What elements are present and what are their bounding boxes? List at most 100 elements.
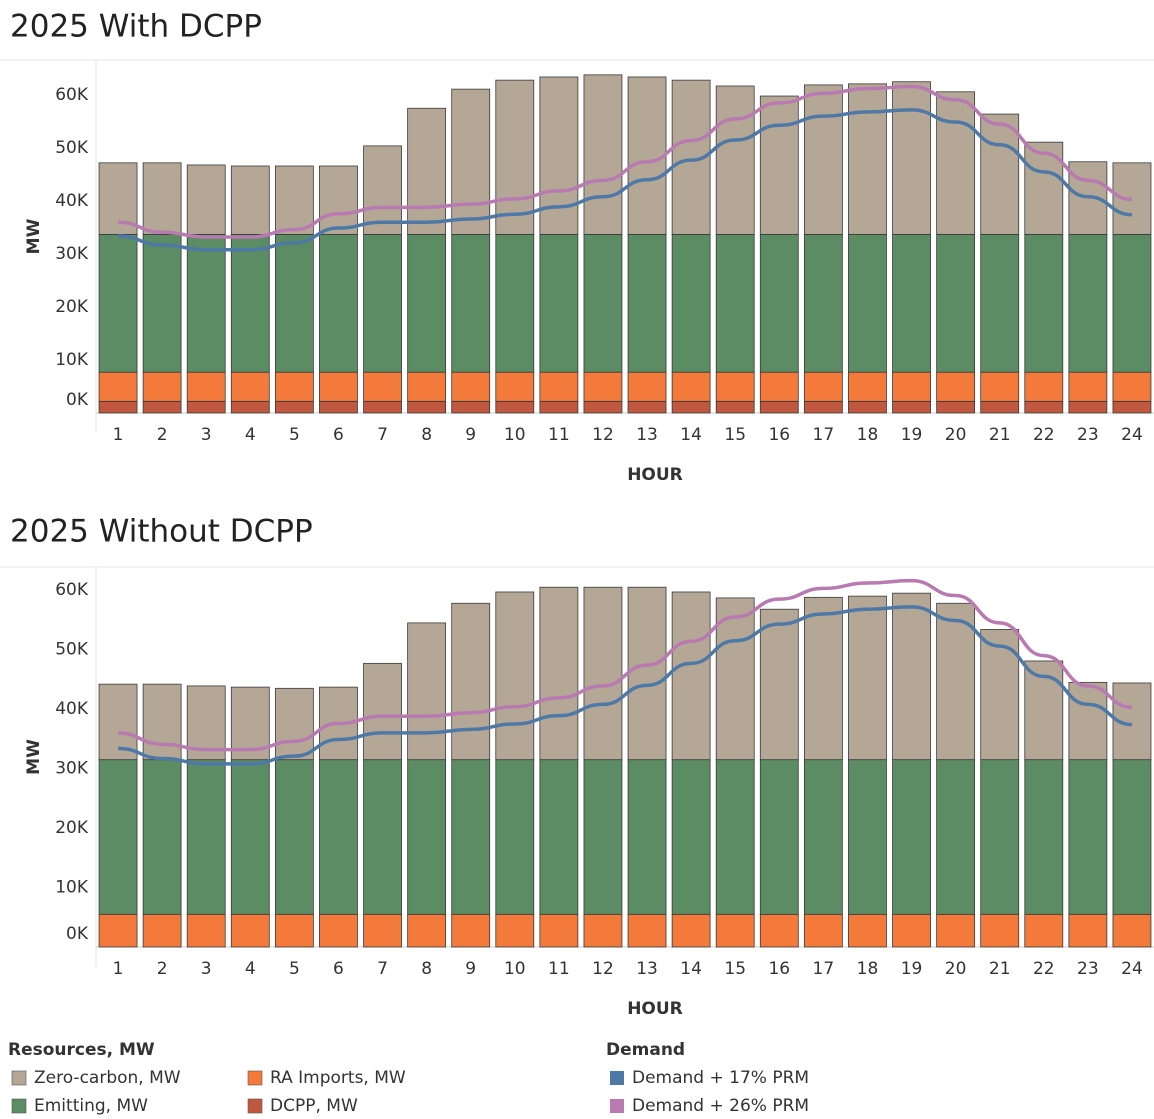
- bar-segment: [848, 371, 887, 402]
- bar-segment: [495, 591, 535, 761]
- bar-segment: [363, 400, 402, 414]
- bar-segment: [186, 233, 226, 373]
- demand-line: [118, 605, 1133, 766]
- legend: Resources, MW Demand Zero-carbon, MW Emitti…: [8, 1040, 809, 1116]
- x-tick-label: 22: [1033, 959, 1055, 979]
- bar-segment: [319, 400, 358, 414]
- x-tick-label: 21: [989, 959, 1011, 979]
- bar-segment: [319, 233, 358, 373]
- bar-segment: [1024, 400, 1064, 414]
- bar-segment: [803, 913, 843, 948]
- y-tick-label: 30K: [55, 759, 89, 779]
- bar-segment: [803, 400, 843, 414]
- bar-segment: [759, 371, 799, 402]
- bar-segment: [363, 145, 402, 235]
- bar-segment: [759, 913, 799, 948]
- bar-segment: [1112, 233, 1152, 373]
- bar-segment: [142, 759, 182, 915]
- bar-segment: [936, 400, 976, 414]
- bar-segment: [230, 233, 270, 373]
- x-tick-label: 15: [724, 959, 746, 979]
- bar-segment: [627, 913, 667, 948]
- bar-segment: [936, 91, 976, 235]
- y-tick-label: 60K: [55, 85, 89, 105]
- demand-line: [117, 578, 1133, 752]
- x-tick-label: 6: [333, 959, 344, 979]
- bar-segment: [407, 107, 447, 235]
- y-tick-label: 60K: [55, 580, 89, 600]
- bar-segment: [142, 683, 182, 761]
- x-tick-label: 8: [421, 425, 432, 445]
- x-tick-label: 10: [504, 959, 526, 979]
- legend-title: Resources, MW: [8, 1040, 155, 1060]
- x-tick-label: 13: [636, 959, 658, 979]
- bar-segment: [495, 759, 535, 915]
- bar-segment: [274, 165, 314, 235]
- bar-segment: [319, 165, 358, 235]
- x-tick-label: 11: [548, 959, 570, 979]
- bar-segment: [495, 371, 535, 402]
- bar-segment: [407, 622, 447, 761]
- bar-segment: [980, 371, 1020, 402]
- bar-segment: [274, 913, 314, 948]
- x-axis-title: HOUR: [627, 465, 683, 485]
- x-tick-label: 18: [857, 959, 879, 979]
- y-axis-title: MW: [24, 739, 44, 775]
- x-tick-label: 13: [636, 425, 658, 445]
- bar-segment: [848, 759, 887, 915]
- bar-segment: [671, 233, 711, 373]
- legend-label: DCPP, MW: [270, 1096, 358, 1116]
- bar-segment: [936, 913, 976, 948]
- bar-segment: [759, 400, 799, 414]
- bar-segment: [1024, 913, 1064, 948]
- x-tick-label: 24: [1121, 959, 1143, 979]
- bar-segment: [936, 759, 976, 915]
- x-tick-label: 8: [421, 959, 432, 979]
- bar-segment: [980, 759, 1020, 915]
- bar-segment: [715, 371, 755, 402]
- y-tick-label: 10K: [55, 878, 89, 898]
- bar-segment: [803, 233, 843, 373]
- x-tick-label: 7: [377, 425, 388, 445]
- bar-segment: [980, 913, 1020, 948]
- x-tick-label: 23: [1077, 959, 1099, 979]
- demand-line: [118, 108, 1133, 252]
- bar-segment: [142, 162, 182, 235]
- bar-segment: [627, 371, 667, 402]
- bar-segment: [319, 759, 358, 915]
- bar-segment: [230, 759, 270, 915]
- bar-segment: [583, 233, 623, 373]
- y-tick-label: 20K: [55, 297, 89, 317]
- bar-segment: [583, 913, 623, 948]
- bar-segment: [671, 591, 711, 761]
- bar-segment: [98, 233, 138, 373]
- x-tick-label: 19: [901, 425, 923, 445]
- x-axis-title: HOUR: [627, 999, 683, 1019]
- legend-label: Emitting, MW: [34, 1096, 148, 1116]
- legend-swatch: [11, 1098, 27, 1114]
- bar-segment: [936, 371, 976, 402]
- bar-segment: [627, 76, 667, 235]
- legend-label: Zero-carbon, MW: [34, 1068, 181, 1088]
- x-tick-label: 10: [504, 425, 526, 445]
- bar-segment: [1112, 759, 1152, 915]
- x-tick-label: 12: [592, 425, 614, 445]
- y-tick-label: 30K: [55, 244, 89, 264]
- x-tick-label: 19: [901, 959, 923, 979]
- bar-segment: [407, 913, 447, 948]
- bar-segment: [1024, 759, 1064, 915]
- bar-segment: [1068, 759, 1108, 915]
- y-tick-label: 20K: [55, 818, 89, 838]
- x-tick-label: 3: [201, 959, 212, 979]
- bar-segment: [1112, 400, 1152, 414]
- bar-segment: [539, 759, 579, 915]
- bar-segment: [539, 400, 579, 414]
- x-tick-label: 16: [768, 959, 790, 979]
- y-tick-label: 0K: [66, 390, 89, 410]
- demand-line: [118, 84, 1133, 239]
- y-tick-label: 10K: [55, 350, 89, 370]
- bar-segment: [759, 233, 799, 373]
- chart: 2025 With DCPP MW HOUR 0K 10K 20K 30K 40K 50K 60K…: [0, 9, 1154, 485]
- bar-segment: [715, 913, 755, 948]
